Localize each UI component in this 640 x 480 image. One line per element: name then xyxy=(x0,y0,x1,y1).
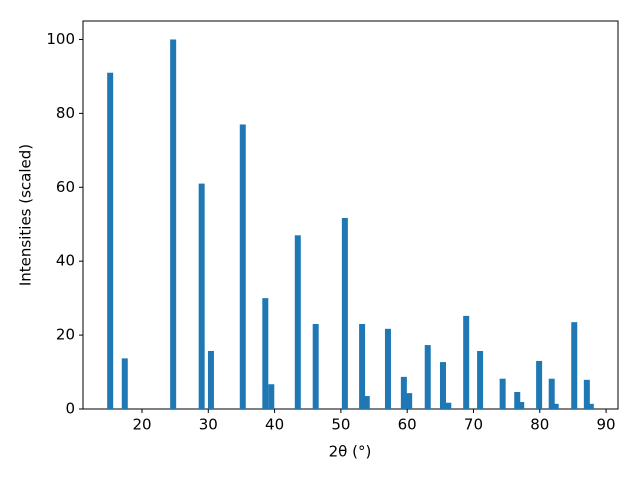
x-tick-label: 70 xyxy=(464,416,483,434)
bar xyxy=(239,124,246,409)
bar xyxy=(207,350,214,409)
bar xyxy=(536,360,543,409)
bar xyxy=(514,392,521,409)
bar xyxy=(583,379,590,409)
bar xyxy=(548,378,555,409)
bar xyxy=(463,315,470,409)
bar xyxy=(262,298,269,409)
bar xyxy=(499,378,506,409)
bar xyxy=(359,324,366,409)
bar xyxy=(341,217,348,409)
bar xyxy=(312,324,319,409)
y-tick-label: 0 xyxy=(65,400,75,418)
bar xyxy=(121,358,128,409)
plot-frame xyxy=(82,20,619,410)
x-axis-label: 2θ (°) xyxy=(329,443,372,461)
y-tick-label: 40 xyxy=(56,252,75,270)
bar xyxy=(587,403,594,409)
y-tick-label: 60 xyxy=(56,178,75,196)
bar xyxy=(518,401,525,409)
y-tick-label: 100 xyxy=(46,30,75,48)
x-tick-label: 90 xyxy=(597,416,616,434)
bar xyxy=(571,322,578,409)
bar xyxy=(384,328,391,409)
x-tick-label: 60 xyxy=(398,416,417,434)
bar xyxy=(294,235,301,409)
bar xyxy=(400,376,407,409)
bar xyxy=(445,402,452,409)
bar xyxy=(363,396,370,409)
y-tick-label: 80 xyxy=(56,104,75,122)
bar xyxy=(424,345,431,409)
x-tick-label: 80 xyxy=(530,416,549,434)
y-tick-label: 20 xyxy=(56,326,75,344)
bar xyxy=(107,72,114,409)
bar xyxy=(268,384,275,409)
bar xyxy=(198,183,205,409)
bar xyxy=(477,350,484,409)
bar xyxy=(439,362,446,409)
x-tick-label: 50 xyxy=(331,416,350,434)
bar xyxy=(552,403,559,409)
bar xyxy=(170,39,177,409)
bar xyxy=(406,393,413,409)
x-tick-label: 20 xyxy=(132,416,151,434)
y-axis-label: Intensities (scaled) xyxy=(17,144,35,286)
x-tick-label: 40 xyxy=(265,416,284,434)
x-tick-label: 30 xyxy=(199,416,218,434)
